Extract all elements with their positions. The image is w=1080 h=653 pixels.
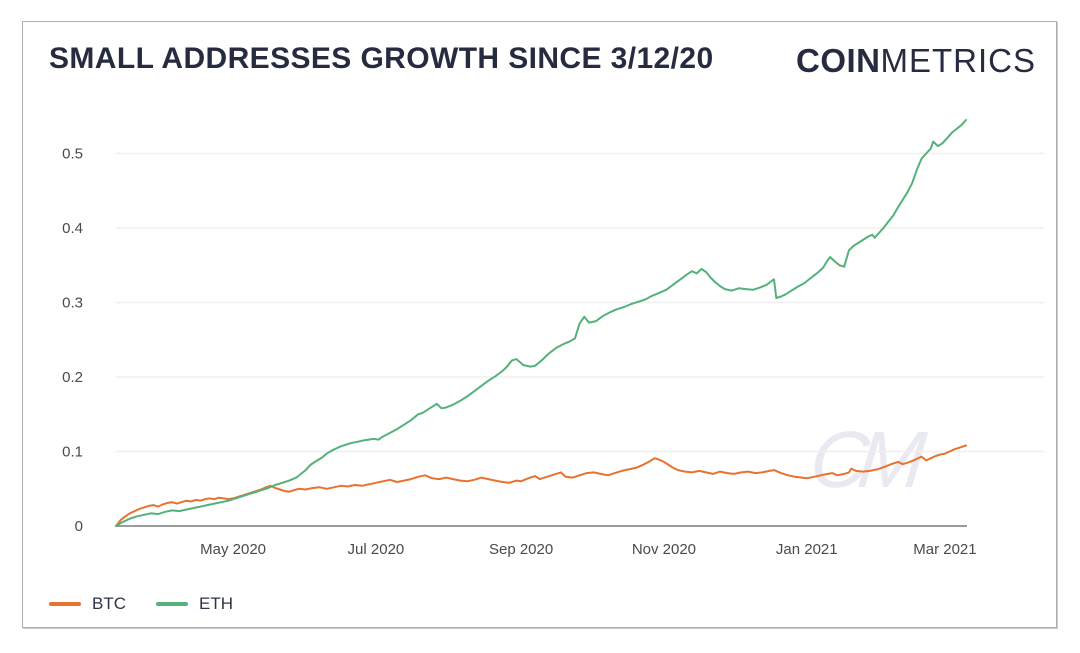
x-tick-label: Sep 2020 bbox=[489, 541, 553, 558]
x-tick-label: Jul 2020 bbox=[348, 541, 405, 558]
coinmetrics-logo: COINMETRICS bbox=[796, 42, 1036, 80]
y-tick-label: 0.5 bbox=[62, 146, 83, 163]
btc-legend-label: BTC bbox=[92, 594, 126, 613]
eth-line-swatch bbox=[156, 602, 188, 606]
card-header: SMALL ADDRESSES GROWTH SINCE 3/12/20 COI… bbox=[49, 42, 1036, 80]
line-chart: 0 0.1 0.2 0.3 0.4 0.5 May 2020 Jul 2020 Sep 2020… bbox=[62, 119, 1044, 558]
legend-item-btc: BTC bbox=[49, 594, 126, 614]
x-tick-label: Nov 2020 bbox=[632, 541, 696, 558]
eth-line bbox=[115, 119, 967, 527]
x-tick-label: Mar 2021 bbox=[913, 541, 976, 558]
x-tick-label: May 2020 bbox=[200, 541, 266, 558]
btc-line-swatch bbox=[49, 602, 81, 606]
x-tick-label: Jan 2021 bbox=[776, 541, 838, 558]
y-tick-label: 0.4 bbox=[62, 220, 83, 237]
eth-legend-label: ETH bbox=[199, 594, 233, 613]
y-tick-label: 0 bbox=[75, 518, 83, 535]
y-tick-label: 0.3 bbox=[62, 295, 83, 312]
y-tick-label: 0.2 bbox=[62, 369, 83, 386]
logo-text-bold: COIN bbox=[796, 42, 881, 79]
legend-item-eth: ETH bbox=[156, 594, 233, 614]
chart-card: SMALL ADDRESSES GROWTH SINCE 3/12/20 COI… bbox=[22, 21, 1057, 628]
logo-text-light: METRICS bbox=[880, 42, 1036, 79]
y-tick-label: 0.1 bbox=[62, 444, 83, 461]
chart-title: SMALL ADDRESSES GROWTH SINCE 3/12/20 bbox=[49, 42, 714, 75]
chart-legend: BTC ETH bbox=[49, 594, 233, 614]
btc-line bbox=[115, 444, 967, 527]
